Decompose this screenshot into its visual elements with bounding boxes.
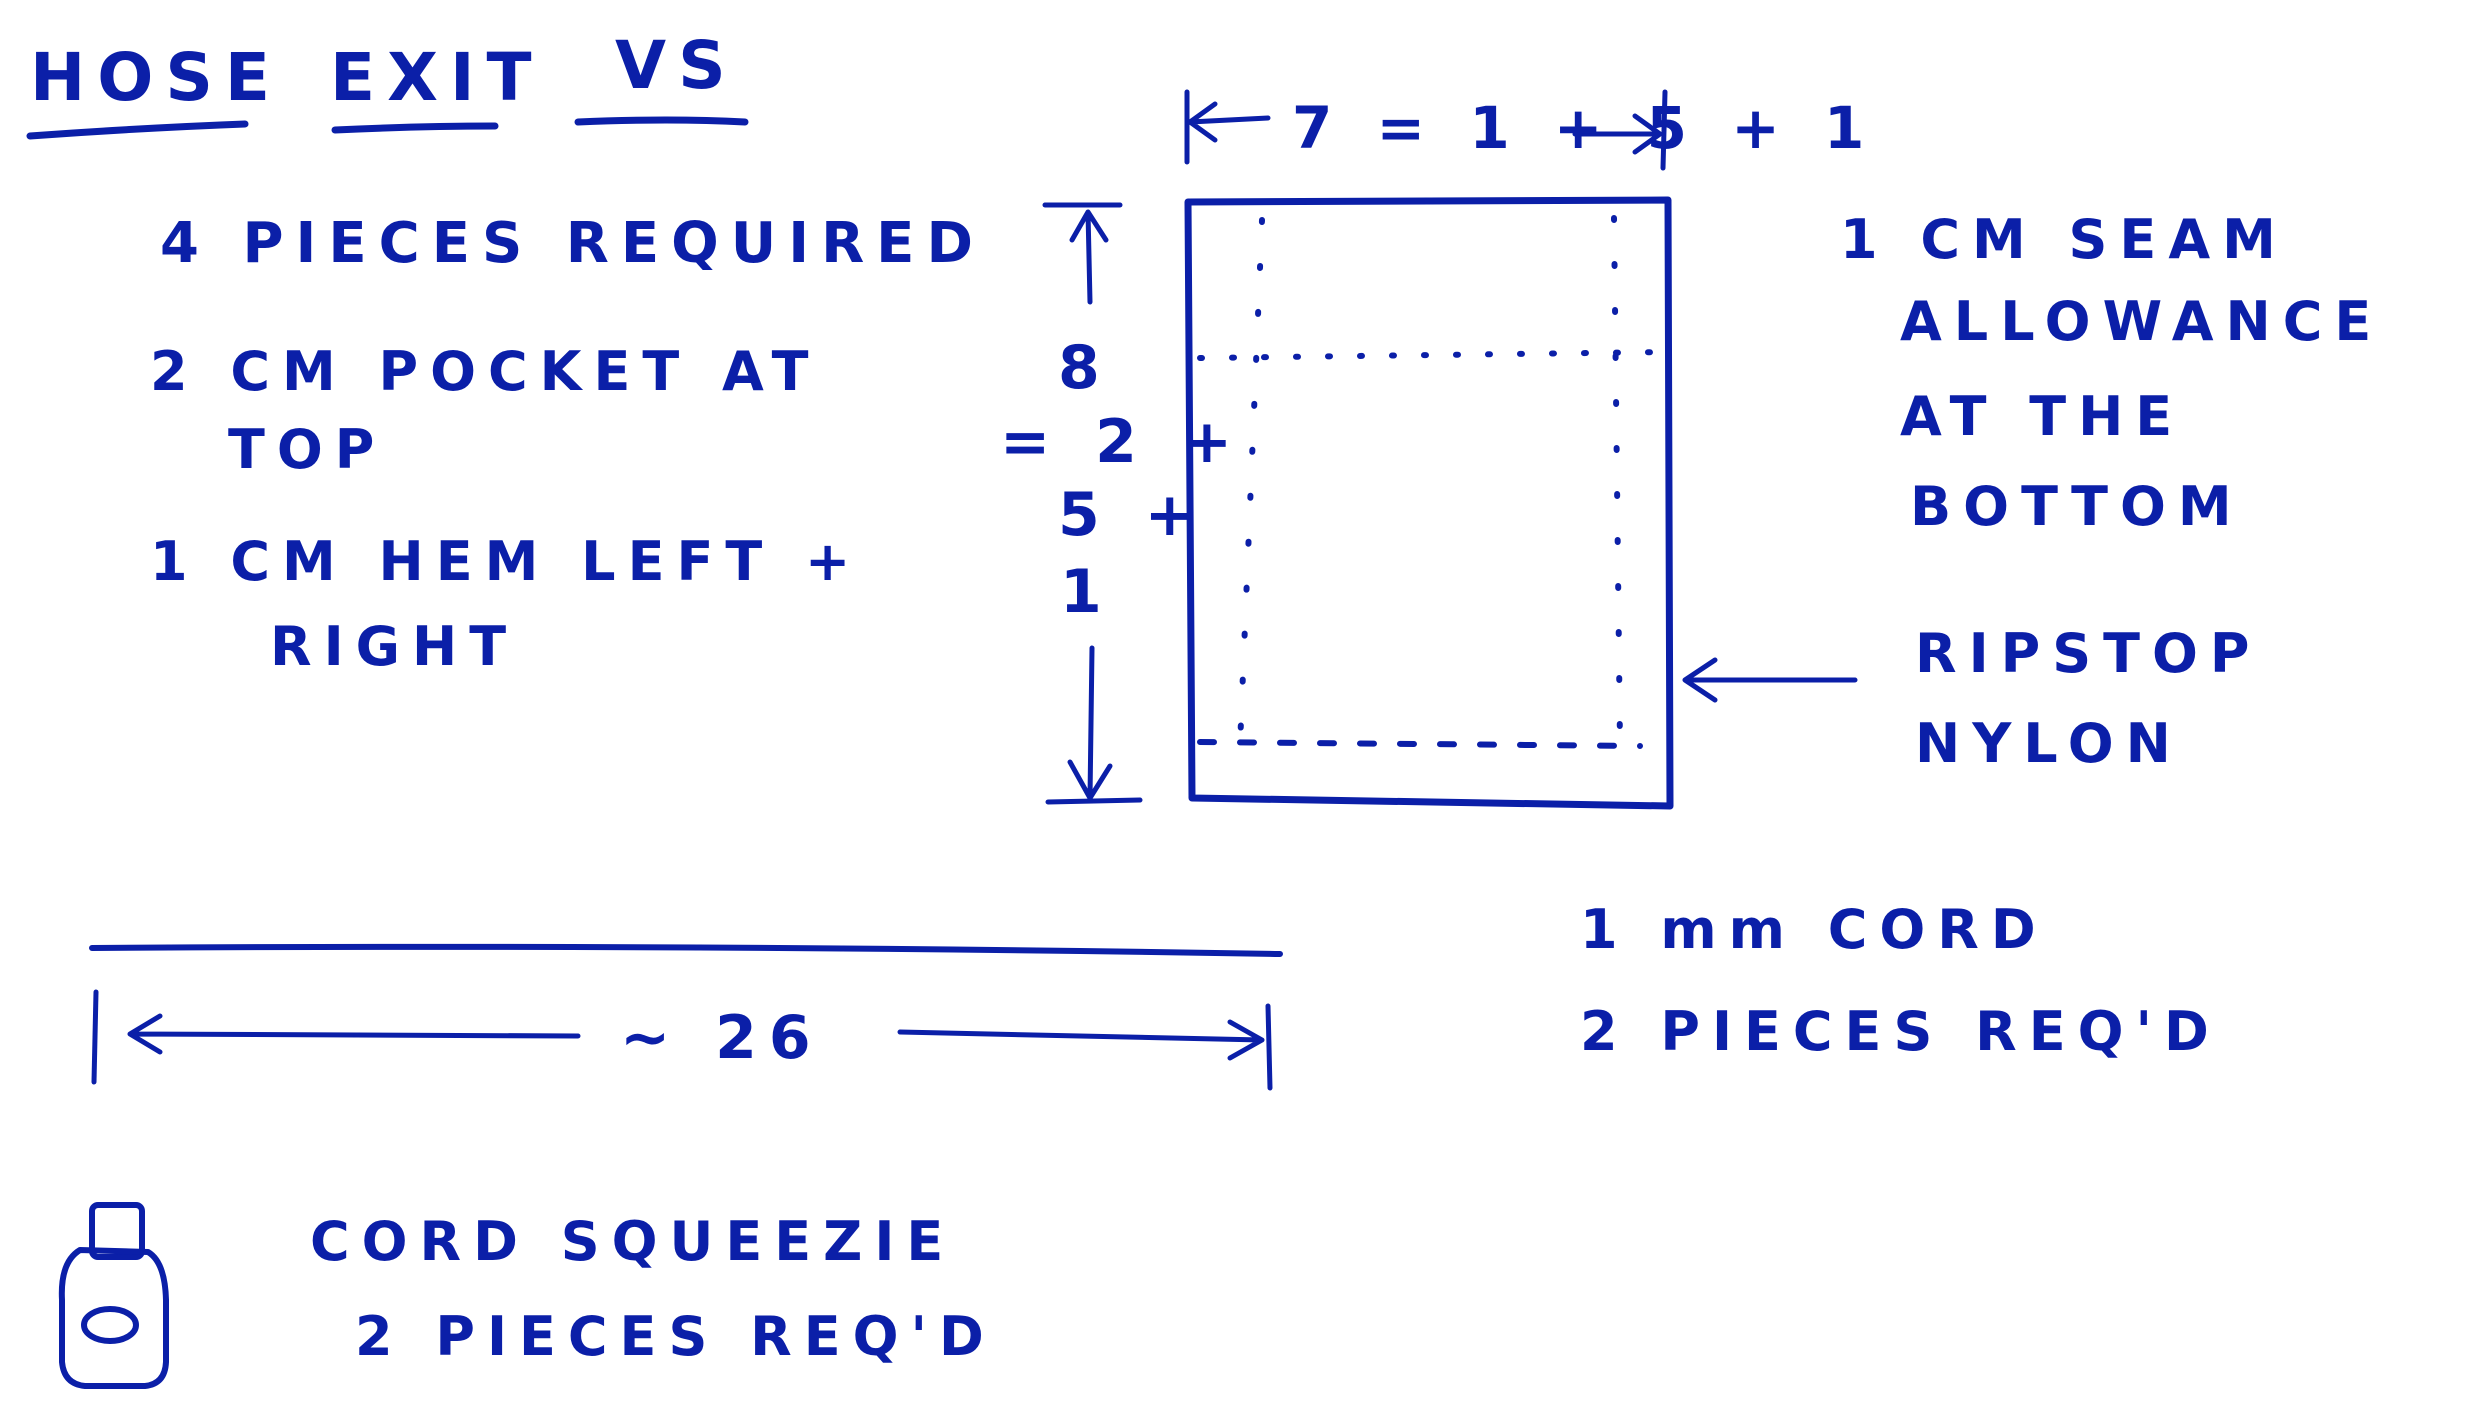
cord-length-tick-left: [91, 989, 99, 1085]
title-word-vs: VS: [615, 27, 738, 104]
note-pieces-required: 4 PIECES REQUIRED: [160, 211, 985, 276]
note-seam-line2: ALLOWANCE: [1900, 290, 2383, 353]
note-hem-line1: 1 CM HEM LEFT +: [150, 530, 862, 593]
note-squeezie-title: CORD SQUEEZIE: [310, 1210, 955, 1273]
title-underline-hose: [26, 120, 249, 140]
pocket-fold-line: [1197, 349, 1671, 361]
height-dimension: 8 = 2 + 5 + 1: [1000, 202, 1244, 805]
title-word-hose: HOSE: [30, 39, 282, 116]
cord-diagram: ~ 26: [89, 943, 1283, 1091]
note-seam-line3: AT THE: [1900, 385, 2184, 448]
note-hem-line2: RIGHT: [270, 615, 518, 678]
note-squeezie-qty: 2 PIECES REQ'D: [355, 1305, 996, 1368]
title-word-exit: EXIT: [330, 39, 544, 116]
panel-outline: [1184, 196, 1674, 810]
note-seam-line4: BOTTOM: [1910, 475, 2244, 538]
cord-length-arrow-left: [127, 1013, 581, 1055]
height-arrow-down: [1067, 645, 1113, 801]
cord-length-label: ~ 26: [620, 1003, 823, 1073]
cord-length-arrow-right: [897, 1019, 1265, 1061]
title-underline-vs: [574, 116, 749, 126]
material-pointer-arrow: [1682, 657, 1858, 703]
height-arrow-up: [1069, 209, 1109, 305]
cord-notes: 1 mm CORD 2 PIECES REQ'D: [1580, 898, 2221, 1063]
squeezie-notes: CORD SQUEEZIE 2 PIECES REQ'D: [310, 1210, 996, 1368]
height-label-line3: 5 +: [1058, 480, 1207, 550]
title-underline-exit: [331, 122, 499, 134]
width-arrow-right: [1572, 113, 1663, 155]
height-tick-bottom: [1045, 797, 1143, 805]
hem-right-line: [1611, 215, 1623, 748]
note-material-line1: RIPSTOP: [1915, 622, 2261, 685]
height-label-line2: = 2 +: [1000, 407, 1244, 477]
title-group: HOSE EXIT VS: [26, 27, 749, 140]
left-notes: 4 PIECES REQUIRED 2 CM POCKET AT TOP 1 C…: [150, 211, 985, 678]
width-label: 7 = 1 + 5 + 1: [1292, 94, 1876, 162]
width-arrow-left: [1187, 101, 1271, 143]
cord-line: [89, 943, 1283, 957]
right-notes: 1 CM SEAM ALLOWANCE AT THE BOTTOM RIPSTO…: [1840, 208, 2383, 775]
height-label-total: 8: [1058, 333, 1112, 403]
seam-bottom-line: [1197, 739, 1643, 749]
cord-length-tick-right: [1265, 1003, 1273, 1091]
note-seam-line1: 1 CM SEAM: [1840, 208, 2288, 271]
fabric-panel: [1184, 196, 1674, 810]
note-pocket-line1: 2 CM POCKET AT: [150, 340, 820, 403]
width-dimension: 7 = 1 + 5 + 1: [1184, 89, 1876, 171]
hem-left-line: [1237, 217, 1265, 748]
note-cord-title: 1 mm CORD: [1580, 898, 2048, 961]
cord-lock-body: [58, 1247, 169, 1389]
note-pocket-line2: TOP: [228, 418, 386, 481]
cord-lock-icon: [58, 1202, 169, 1389]
height-label-line4: 1: [1060, 557, 1114, 627]
width-tick-right: [1660, 89, 1668, 171]
note-material-line2: NYLON: [1915, 712, 2183, 775]
note-cord-qty: 2 PIECES REQ'D: [1580, 1000, 2221, 1063]
cord-lock-cap: [89, 1202, 145, 1260]
cord-lock-hole: [81, 1306, 139, 1344]
